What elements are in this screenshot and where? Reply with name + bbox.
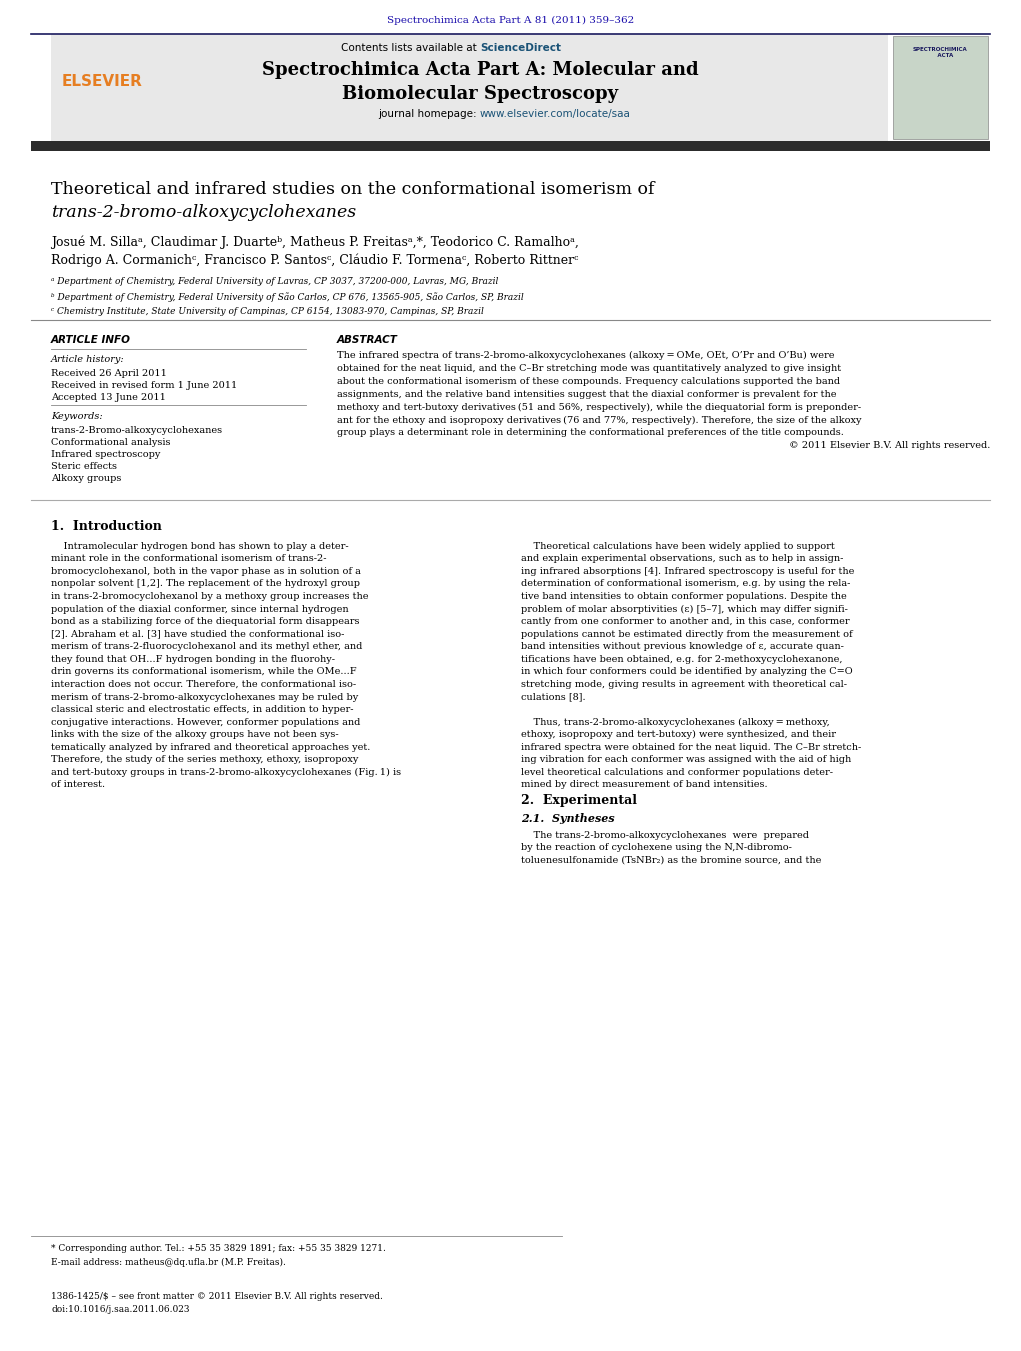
Text: ing infrared absorptions [4]. Infrared spectroscopy is useful for the: ing infrared absorptions [4]. Infrared s… (521, 567, 855, 576)
FancyBboxPatch shape (51, 34, 888, 142)
Text: determination of conformational isomerism, e.g. by using the rela-: determination of conformational isomeris… (521, 580, 850, 589)
Text: Article history:: Article history: (51, 355, 125, 365)
Text: in which four conformers could be identified by analyzing the C=O: in which four conformers could be identi… (521, 667, 853, 677)
Text: ScienceDirect: ScienceDirect (480, 43, 561, 53)
Text: ᵃ Department of Chemistry, Federal University of Lavras, CP 3037, 37200-000, Lav: ᵃ Department of Chemistry, Federal Unive… (51, 277, 498, 286)
Text: SPECTROCHIMICA
     ACTA: SPECTROCHIMICA ACTA (913, 47, 968, 58)
Text: Received in revised form 1 June 2011: Received in revised form 1 June 2011 (51, 381, 237, 390)
Text: problem of molar absorptivities (ε) [5–7], which may differ signifi-: problem of molar absorptivities (ε) [5–7… (521, 604, 847, 613)
Text: www.elsevier.com/locate/saa: www.elsevier.com/locate/saa (480, 109, 631, 119)
Text: drin governs its conformational isomerism, while the OMe...F: drin governs its conformational isomeris… (51, 667, 356, 677)
Text: ethoxy, isopropoxy and tert-butoxy) were synthesized, and their: ethoxy, isopropoxy and tert-butoxy) were… (521, 730, 836, 739)
Text: Theoretical and infrared studies on the conformational isomerism of: Theoretical and infrared studies on the … (51, 181, 654, 199)
Text: culations [8].: culations [8]. (521, 693, 585, 701)
Text: The infrared spectra of trans-2-bromo-alkoxycyclohexanes (alkoxy = OMe, OEt, O’P: The infrared spectra of trans-2-bromo-al… (337, 351, 834, 361)
Text: Conformational analysis: Conformational analysis (51, 438, 171, 447)
Text: trans-2-Bromo-alkoxycyclohexanes: trans-2-Bromo-alkoxycyclohexanes (51, 426, 224, 435)
Text: doi:10.1016/j.saa.2011.06.023: doi:10.1016/j.saa.2011.06.023 (51, 1305, 190, 1315)
Text: Intramolecular hydrogen bond has shown to play a deter-: Intramolecular hydrogen bond has shown t… (51, 542, 349, 551)
Text: Rodrigo A. Cormanichᶜ, Francisco P. Santosᶜ, Cláudio F. Tormenaᶜ, Roberto Rittne: Rodrigo A. Cormanichᶜ, Francisco P. Sant… (51, 254, 579, 267)
Text: E-mail address: matheus@dq.ufla.br (M.P. Freitas).: E-mail address: matheus@dq.ufla.br (M.P.… (51, 1258, 286, 1267)
Text: obtained for the neat liquid, and the C–Br stretching mode was quantitatively an: obtained for the neat liquid, and the C–… (337, 363, 841, 373)
Text: level theoretical calculations and conformer populations deter-: level theoretical calculations and confo… (521, 767, 833, 777)
Text: minant role in the conformational isomerism of trans-2-: minant role in the conformational isomer… (51, 554, 327, 563)
Text: Theoretical calculations have been widely applied to support: Theoretical calculations have been widel… (521, 542, 834, 551)
Text: conjugative interactions. However, conformer populations and: conjugative interactions. However, confo… (51, 717, 360, 727)
Text: of interest.: of interest. (51, 781, 105, 789)
Text: journal homepage:: journal homepage: (378, 109, 480, 119)
Text: in trans-2-bromocyclohexanol by a methoxy group increases the: in trans-2-bromocyclohexanol by a methox… (51, 592, 369, 601)
Text: 2.  Experimental: 2. Experimental (521, 794, 637, 808)
Text: Therefore, the study of the series methoxy, ethoxy, isopropoxy: Therefore, the study of the series metho… (51, 755, 358, 765)
Text: Spectrochimica Acta Part A: Molecular and: Spectrochimica Acta Part A: Molecular an… (261, 61, 698, 78)
Text: toluenesulfonamide (TsNBr₂) as the bromine source, and the: toluenesulfonamide (TsNBr₂) as the bromi… (521, 857, 821, 865)
Text: interaction does not occur. Therefore, the conformational iso-: interaction does not occur. Therefore, t… (51, 680, 356, 689)
Text: mined by direct measurement of band intensities.: mined by direct measurement of band inte… (521, 781, 768, 789)
Text: links with the size of the alkoxy groups have not been sys-: links with the size of the alkoxy groups… (51, 730, 339, 739)
Text: Accepted 13 June 2011: Accepted 13 June 2011 (51, 393, 166, 403)
FancyBboxPatch shape (31, 141, 990, 151)
Text: * Corresponding author. Tel.: +55 35 3829 1891; fax: +55 35 3829 1271.: * Corresponding author. Tel.: +55 35 382… (51, 1244, 386, 1254)
Text: infrared spectra were obtained for the neat liquid. The C–Br stretch-: infrared spectra were obtained for the n… (521, 743, 861, 751)
Text: Alkoxy groups: Alkoxy groups (51, 474, 121, 484)
Text: by the reaction of cyclohexene using the N,N-dibromo-: by the reaction of cyclohexene using the… (521, 843, 791, 852)
Text: 1.  Introduction: 1. Introduction (51, 520, 162, 534)
Text: populations cannot be estimated directly from the measurement of: populations cannot be estimated directly… (521, 630, 853, 639)
Text: ELSEVIER: ELSEVIER (61, 74, 142, 89)
Text: stretching mode, giving results in agreement with theoretical cal-: stretching mode, giving results in agree… (521, 680, 846, 689)
Text: and explain experimental observations, such as to help in assign-: and explain experimental observations, s… (521, 554, 843, 563)
Text: trans-2-bromo-alkoxycyclohexanes: trans-2-bromo-alkoxycyclohexanes (51, 204, 356, 222)
Text: band intensities without previous knowledge of ε, accurate quan-: band intensities without previous knowle… (521, 642, 843, 651)
Text: bromocyclohexanol, both in the vapor phase as in solution of a: bromocyclohexanol, both in the vapor pha… (51, 567, 361, 576)
Text: Received 26 April 2011: Received 26 April 2011 (51, 369, 166, 378)
Text: tematically analyzed by infrared and theoretical approaches yet.: tematically analyzed by infrared and the… (51, 743, 371, 751)
Text: ᵇ Department of Chemistry, Federal University of São Carlos, CP 676, 13565-905, : ᵇ Department of Chemistry, Federal Unive… (51, 292, 524, 301)
Text: merism of trans-2-fluorocyclohexanol and its methyl ether, and: merism of trans-2-fluorocyclohexanol and… (51, 642, 362, 651)
Text: Spectrochimica Acta Part A 81 (2011) 359–362: Spectrochimica Acta Part A 81 (2011) 359… (387, 16, 634, 26)
Text: 2.1.  Syntheses: 2.1. Syntheses (521, 813, 615, 824)
Text: methoxy and tert-butoxy derivatives (51 and 56%, respectively), while the diequa: methoxy and tert-butoxy derivatives (51 … (337, 403, 861, 412)
Text: cantly from one conformer to another and, in this case, conformer: cantly from one conformer to another and… (521, 617, 849, 626)
Text: Contents lists available at: Contents lists available at (341, 43, 480, 53)
Text: Steric effects: Steric effects (51, 462, 117, 471)
Text: ARTICLE INFO: ARTICLE INFO (51, 335, 131, 345)
Text: they found that OH...F hydrogen bonding in the fluorohy-: they found that OH...F hydrogen bonding … (51, 655, 335, 663)
Text: Biomolecular Spectroscopy: Biomolecular Spectroscopy (342, 85, 618, 103)
Text: population of the diaxial conformer, since internal hydrogen: population of the diaxial conformer, sin… (51, 604, 349, 613)
Text: ABSTRACT: ABSTRACT (337, 335, 398, 345)
Text: © 2011 Elsevier B.V. All rights reserved.: © 2011 Elsevier B.V. All rights reserved… (789, 440, 990, 450)
Text: nonpolar solvent [1,2]. The replacement of the hydroxyl group: nonpolar solvent [1,2]. The replacement … (51, 580, 360, 589)
Text: ant for the ethoxy and isopropoxy derivatives (76 and 77%, respectively). Theref: ant for the ethoxy and isopropoxy deriva… (337, 415, 862, 424)
Text: about the conformational isomerism of these compounds. Frequency calculations su: about the conformational isomerism of th… (337, 377, 840, 386)
Text: and tert-butoxy groups in trans-2-bromo-alkoxycyclohexanes (Fig. 1) is: and tert-butoxy groups in trans-2-bromo-… (51, 767, 401, 777)
Text: bond as a stabilizing force of the diequatorial form disappears: bond as a stabilizing force of the diequ… (51, 617, 359, 626)
Text: ing vibration for each conformer was assigned with the aid of high: ing vibration for each conformer was ass… (521, 755, 850, 765)
Text: group plays a determinant role in determining the conformational preferences of : group plays a determinant role in determ… (337, 428, 843, 438)
Text: ᶜ Chemistry Institute, State University of Campinas, CP 6154, 13083-970, Campina: ᶜ Chemistry Institute, State University … (51, 307, 484, 316)
Text: Josué M. Sillaᵃ, Claudimar J. Duarteᵇ, Matheus P. Freitasᵃ,*, Teodorico C. Ramal: Josué M. Sillaᵃ, Claudimar J. Duarteᵇ, M… (51, 235, 579, 249)
Text: 1386-1425/$ – see front matter © 2011 Elsevier B.V. All rights reserved.: 1386-1425/$ – see front matter © 2011 El… (51, 1292, 383, 1301)
Text: Keywords:: Keywords: (51, 412, 103, 422)
Text: classical steric and electrostatic effects, in addition to hyper-: classical steric and electrostatic effec… (51, 705, 353, 715)
Text: Thus, trans-2-bromo-alkoxycyclohexanes (alkoxy = methoxy,: Thus, trans-2-bromo-alkoxycyclohexanes (… (521, 717, 829, 727)
Text: Infrared spectroscopy: Infrared spectroscopy (51, 450, 160, 459)
Text: merism of trans-2-bromo-alkoxycyclohexanes may be ruled by: merism of trans-2-bromo-alkoxycyclohexan… (51, 693, 358, 701)
Text: tive band intensities to obtain conformer populations. Despite the: tive band intensities to obtain conforme… (521, 592, 846, 601)
Text: The trans-2-bromo-alkoxycyclohexanes  were  prepared: The trans-2-bromo-alkoxycyclohexanes wer… (521, 831, 809, 840)
Text: [2]. Abraham et al. [3] have studied the conformational iso-: [2]. Abraham et al. [3] have studied the… (51, 630, 344, 639)
FancyBboxPatch shape (893, 36, 988, 139)
Text: assignments, and the relative band intensities suggest that the diaxial conforme: assignments, and the relative band inten… (337, 389, 836, 399)
Text: tifications have been obtained, e.g. for 2-methoxycyclohexanone,: tifications have been obtained, e.g. for… (521, 655, 842, 663)
